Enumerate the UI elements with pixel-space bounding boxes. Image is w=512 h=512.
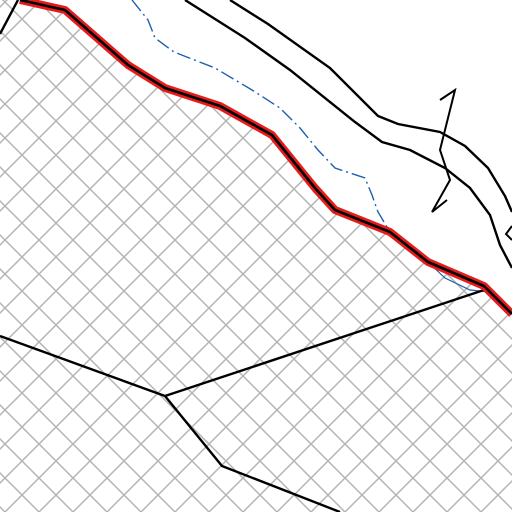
stream-line	[131, 0, 391, 233]
parcel-boundaries	[0, 0, 491, 512]
parcel-line-topleft	[0, 0, 20, 35]
road-edge-inner	[184, 0, 512, 269]
parcel-line-west	[0, 334, 166, 398]
parcel-line-south	[164, 395, 341, 512]
road-edge-outer	[229, 0, 512, 213]
break-symbol-edge	[504, 225, 512, 241]
parcel-line-northeast	[164, 286, 491, 398]
break-symbol	[431, 87, 457, 213]
highlight-boundary-core	[19, 0, 512, 315]
highlight-boundary[interactable]	[19, 0, 512, 317]
